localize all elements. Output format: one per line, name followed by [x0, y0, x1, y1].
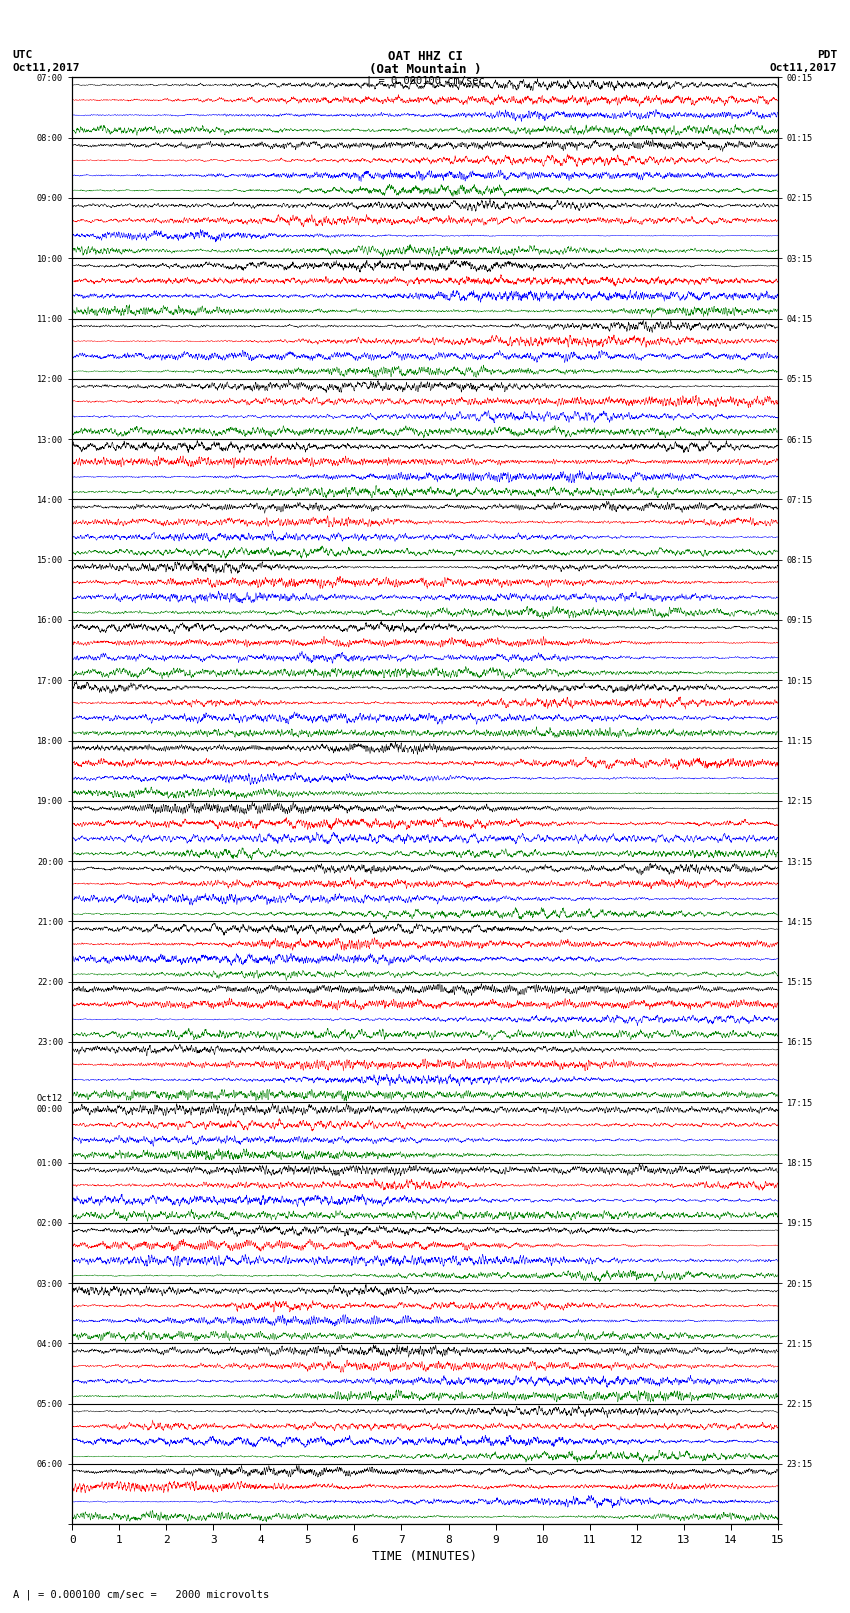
- Text: (Oat Mountain ): (Oat Mountain ): [369, 63, 481, 76]
- Text: | = 0.000100 cm/sec: | = 0.000100 cm/sec: [366, 76, 484, 87]
- Text: UTC: UTC: [13, 50, 33, 60]
- Text: A | = 0.000100 cm/sec =   2000 microvolts: A | = 0.000100 cm/sec = 2000 microvolts: [13, 1589, 269, 1600]
- Text: Oct11,2017: Oct11,2017: [13, 63, 80, 73]
- X-axis label: TIME (MINUTES): TIME (MINUTES): [372, 1550, 478, 1563]
- Text: PDT: PDT: [817, 50, 837, 60]
- Text: OAT HHZ CI: OAT HHZ CI: [388, 50, 462, 63]
- Text: Oct11,2017: Oct11,2017: [770, 63, 837, 73]
